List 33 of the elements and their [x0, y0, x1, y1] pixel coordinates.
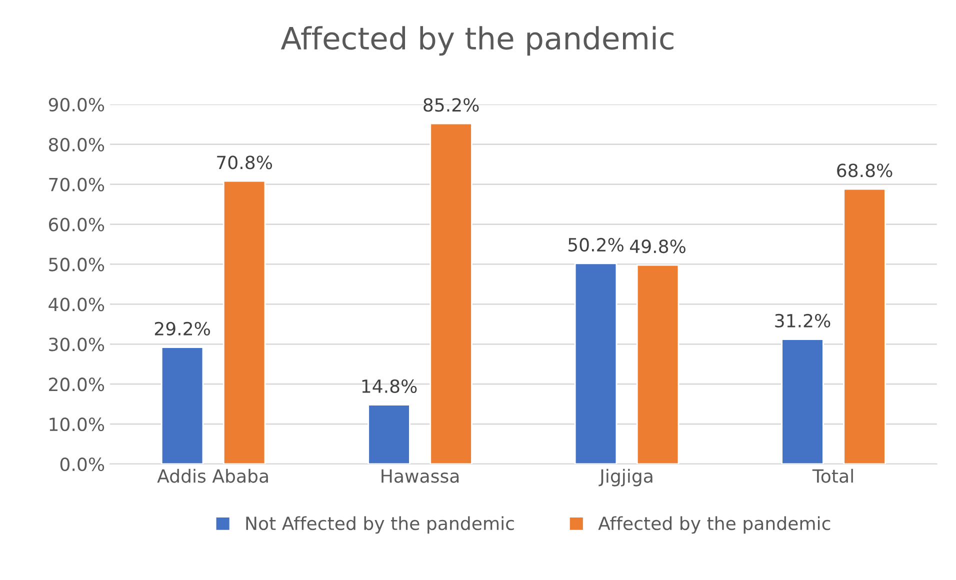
y-tick-label: 60.0% — [48, 218, 104, 232]
data-label: 14.8% — [362, 379, 417, 394]
bar — [160, 346, 204, 464]
x-tick-label: Jigjiga — [598, 468, 652, 486]
bar — [574, 262, 618, 464]
y-tick-label: 90.0% — [48, 98, 104, 112]
x-tick-label: Total — [812, 468, 853, 483]
bar — [222, 180, 266, 464]
y-tick-label: 80.0% — [48, 138, 104, 152]
bar — [843, 188, 886, 464]
data-label: 49.8% — [630, 240, 686, 254]
y-tick-label: 40.0% — [48, 298, 104, 312]
data-label: 50.2% — [568, 238, 624, 252]
y-tick-label: 50.0% — [49, 258, 104, 272]
bar — [430, 122, 472, 464]
y-tick-label: 70.0% — [49, 178, 104, 192]
y-tick-label: 30.0% — [49, 338, 104, 352]
data-label: 68.8% — [837, 164, 892, 178]
data-label: 70.8% — [217, 156, 272, 170]
bar — [781, 338, 824, 464]
y-tick-label: 20.0% — [49, 378, 104, 392]
y-tick-label: 0.0% — [60, 457, 104, 472]
x-tick-label: Hawassa — [382, 469, 459, 483]
data-label: 31.2% — [775, 314, 830, 328]
bar — [636, 264, 680, 464]
data-label: 29.2% — [154, 322, 210, 336]
y-tick-label: 10.0% — [50, 418, 104, 432]
legend-label: Not Affected by the pandemic — [246, 516, 514, 534]
data-label: 85.2% — [424, 98, 479, 112]
legend-label: Affected by the pandemic — [598, 516, 830, 534]
x-tick-label: Addis Ababa — [157, 468, 268, 483]
bar — [368, 404, 410, 464]
chart-title: Affected by the pandemic — [280, 26, 674, 56]
